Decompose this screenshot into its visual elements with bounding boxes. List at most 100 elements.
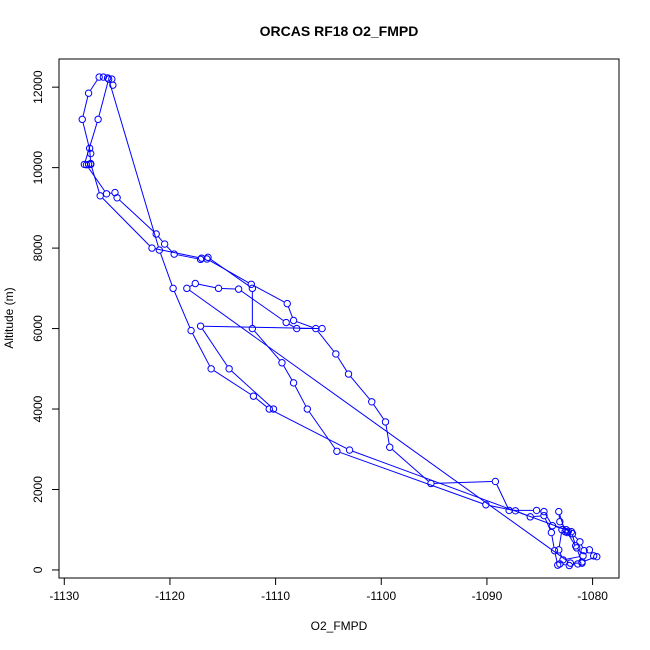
plot-frame — [58, 58, 620, 579]
series-segment — [160, 253, 173, 286]
series-segment — [255, 397, 267, 408]
data-point — [104, 75, 113, 83]
data-point — [248, 284, 257, 293]
series-segment — [296, 321, 313, 328]
series-segment — [571, 534, 576, 543]
x-tick-label: -1080 — [577, 589, 608, 603]
series-segment — [91, 166, 100, 193]
data-point — [214, 284, 223, 293]
y-axis: 0 2000 4000 6000 8000 10000 12000 — [31, 70, 60, 573]
data-point — [555, 507, 563, 516]
data-point — [540, 507, 548, 516]
x-axis: -1130 -1120 -1110 -1100 -1090 -1080 — [49, 577, 608, 603]
data-point — [526, 513, 534, 521]
data-point — [548, 521, 557, 530]
series-segment — [559, 514, 565, 529]
data-point — [247, 280, 256, 289]
series-segment — [119, 199, 154, 233]
data-point — [556, 517, 564, 526]
y-tick-label: 0 — [31, 566, 45, 573]
data-point — [152, 230, 160, 238]
series-segment — [174, 291, 191, 328]
series-segment — [294, 385, 307, 407]
data-point — [318, 324, 326, 333]
data-point — [580, 546, 588, 555]
series-segment — [254, 285, 285, 303]
series-segment — [241, 290, 284, 321]
series-segment — [158, 236, 163, 242]
data-point — [155, 246, 164, 254]
data-point — [345, 446, 354, 454]
series-segment — [202, 328, 228, 367]
data-point — [427, 479, 435, 488]
x-tick-label: -1100 — [366, 589, 396, 603]
data-point — [94, 115, 102, 124]
data-point — [234, 285, 243, 293]
data-point — [289, 316, 298, 325]
y-tick-label: 10000 — [31, 151, 45, 185]
data-point — [207, 365, 215, 373]
series-segment — [210, 258, 250, 287]
y-tick-label: 4000 — [31, 395, 45, 422]
series-segment — [189, 289, 568, 562]
series-segment — [489, 504, 513, 511]
series-segment — [287, 306, 293, 318]
data-point — [160, 240, 169, 248]
series-segment — [82, 122, 91, 151]
data-point — [169, 284, 177, 293]
series-segment — [88, 167, 105, 192]
data-point — [225, 365, 233, 373]
series-segment — [392, 449, 429, 482]
series-segment — [84, 122, 98, 162]
data-point — [85, 144, 94, 153]
y-tick-label: 12000 — [31, 70, 45, 104]
data-point — [333, 447, 341, 455]
series-segment — [198, 283, 216, 289]
series-segment — [283, 365, 293, 381]
data-point — [566, 559, 575, 567]
series-segment — [434, 481, 492, 484]
series-segment — [222, 287, 236, 290]
data-point — [96, 192, 104, 200]
data-point — [579, 552, 587, 560]
data-point — [102, 190, 111, 198]
y-axis-label: Altitude (m) — [2, 287, 16, 348]
data-point — [278, 359, 286, 367]
data-point — [293, 324, 301, 333]
series-segment — [192, 333, 210, 366]
y-tick-label: 6000 — [31, 315, 45, 342]
data-point — [511, 507, 520, 515]
data-point — [368, 398, 376, 406]
series-segment — [317, 330, 335, 352]
chart-title: ORCAS RF18 O2_FMPD — [260, 23, 419, 39]
series-segment — [554, 553, 558, 562]
data-point — [113, 194, 121, 202]
series-segment — [551, 535, 555, 548]
data-point — [540, 511, 548, 520]
data-point — [191, 279, 200, 288]
x-tick-label: -1130 — [49, 589, 79, 603]
data-point — [187, 326, 195, 335]
data-point — [381, 418, 390, 426]
series-segment — [577, 548, 582, 554]
data-point — [265, 405, 273, 413]
data-point — [86, 149, 95, 158]
series-segment — [102, 197, 150, 246]
data-point — [564, 527, 572, 536]
data-point — [108, 75, 116, 83]
data-point — [563, 528, 571, 537]
data-point — [555, 546, 563, 554]
data-point — [585, 546, 594, 554]
series-segment — [166, 246, 173, 252]
series-segment — [544, 518, 551, 530]
data-point — [532, 506, 541, 515]
series-segment — [288, 323, 294, 328]
series-segment — [545, 514, 552, 523]
series-segment — [337, 356, 348, 372]
series-segment — [308, 411, 336, 449]
series-segment — [580, 544, 584, 548]
data-point — [183, 284, 191, 293]
data-point — [78, 115, 86, 124]
data-point — [282, 318, 290, 327]
data-point — [303, 405, 312, 413]
